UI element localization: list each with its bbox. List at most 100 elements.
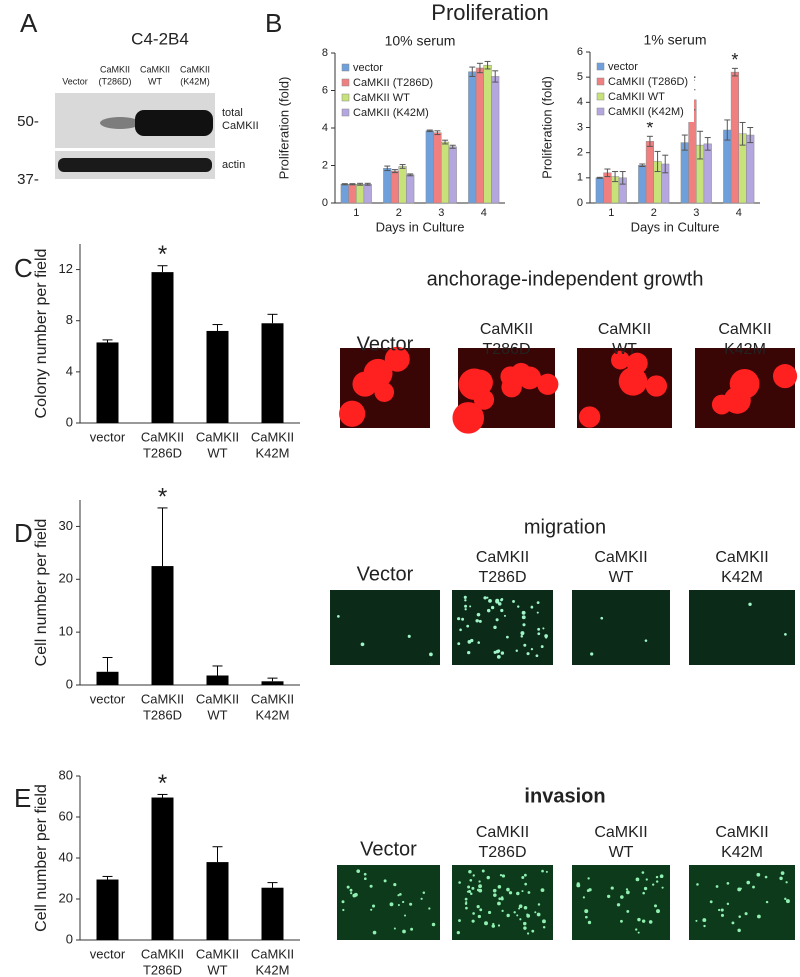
y-tick-label: 0 (577, 197, 583, 209)
cell (337, 615, 340, 618)
bar (475, 67, 485, 204)
legend-swatch (596, 77, 605, 86)
cell (495, 618, 499, 622)
blot-band (135, 110, 213, 136)
y-tick-label: 4 (66, 363, 73, 378)
cell (521, 890, 524, 893)
y-tick-label: 2 (322, 159, 328, 171)
cell (709, 900, 713, 904)
image-label: CaMKII (480, 321, 533, 338)
lane-label: CaMKII (140, 64, 170, 74)
bar (746, 134, 755, 204)
cell (422, 891, 426, 894)
y-axis-label: Proliferation (fold) (276, 77, 291, 180)
cell (620, 895, 624, 899)
cell (464, 897, 468, 901)
x-tick-label: CaMKII (141, 429, 184, 444)
bar (441, 141, 450, 204)
cell (655, 875, 659, 879)
cell (471, 886, 475, 890)
cell (625, 888, 629, 891)
cell (363, 872, 367, 876)
image-label: T286D (478, 569, 526, 586)
cell (500, 598, 503, 602)
marker: 37- (17, 171, 39, 188)
cell (746, 880, 751, 885)
bar (680, 142, 689, 204)
cell (498, 897, 502, 901)
x-tick-label: T286D (143, 445, 182, 460)
cell (457, 642, 461, 646)
micrograph (689, 590, 795, 665)
panel-label: C (14, 253, 33, 283)
x-tick-label: T286D (143, 962, 182, 977)
image-label: CaMKII (594, 824, 647, 841)
cell (652, 883, 655, 886)
cell (384, 346, 410, 372)
x-tick-label: 3 (693, 207, 699, 219)
bar (96, 879, 119, 940)
cell (472, 912, 475, 915)
cell (731, 921, 735, 925)
cell (501, 874, 506, 878)
cell (518, 366, 542, 390)
cell (587, 920, 592, 925)
image-label: CaMKII (594, 549, 647, 566)
cell (530, 605, 534, 609)
cell (402, 900, 405, 904)
cell (726, 882, 730, 885)
cell (618, 367, 648, 396)
cell (542, 926, 546, 929)
x-tick-label: 2 (651, 207, 657, 219)
cell (590, 652, 594, 656)
y-tick-label: 6 (577, 46, 583, 58)
cell (536, 611, 539, 614)
bar (433, 132, 442, 204)
cell (635, 928, 638, 931)
cell (523, 921, 527, 926)
cell (739, 887, 742, 890)
cell (465, 906, 468, 910)
lane-label: WT (148, 76, 162, 86)
x-tick-label: T286D (143, 707, 182, 722)
cell (537, 627, 541, 631)
cell (537, 632, 541, 636)
image-label: CaMKII (598, 321, 651, 338)
cell (520, 635, 524, 638)
lane-label: (K42M) (180, 76, 210, 86)
x-tick-label: 4 (736, 207, 742, 219)
bar (483, 64, 492, 204)
y-tick-label: 20 (59, 571, 73, 586)
y-axis-label: Proliferation (fold) (539, 76, 554, 179)
bar (206, 862, 229, 940)
cell (696, 883, 699, 886)
cell (738, 915, 741, 918)
y-tick-label: 3 (577, 121, 583, 133)
bar (491, 76, 500, 204)
cell (523, 905, 528, 910)
cell (463, 595, 467, 599)
legend-swatch (596, 107, 605, 116)
cell (542, 919, 546, 924)
cell (626, 910, 630, 913)
x-tick-label: CaMKII (251, 429, 294, 444)
micrograph (572, 590, 670, 665)
bar (261, 323, 284, 423)
bar (363, 184, 372, 204)
legend-label: CaMKII WT (353, 92, 410, 104)
cell (540, 888, 545, 893)
bar (340, 184, 349, 204)
cell (756, 914, 761, 919)
bar (703, 143, 712, 204)
bar (261, 887, 284, 940)
cell (497, 901, 501, 906)
cell (490, 605, 495, 610)
legend-label: vector (353, 62, 383, 74)
bar (151, 272, 174, 423)
y-axis-label: Cell number per field (33, 784, 50, 932)
cell (578, 406, 601, 428)
cell (737, 928, 741, 933)
y-tick-label: 40 (59, 849, 73, 864)
cell (458, 919, 461, 922)
cell (506, 887, 510, 892)
